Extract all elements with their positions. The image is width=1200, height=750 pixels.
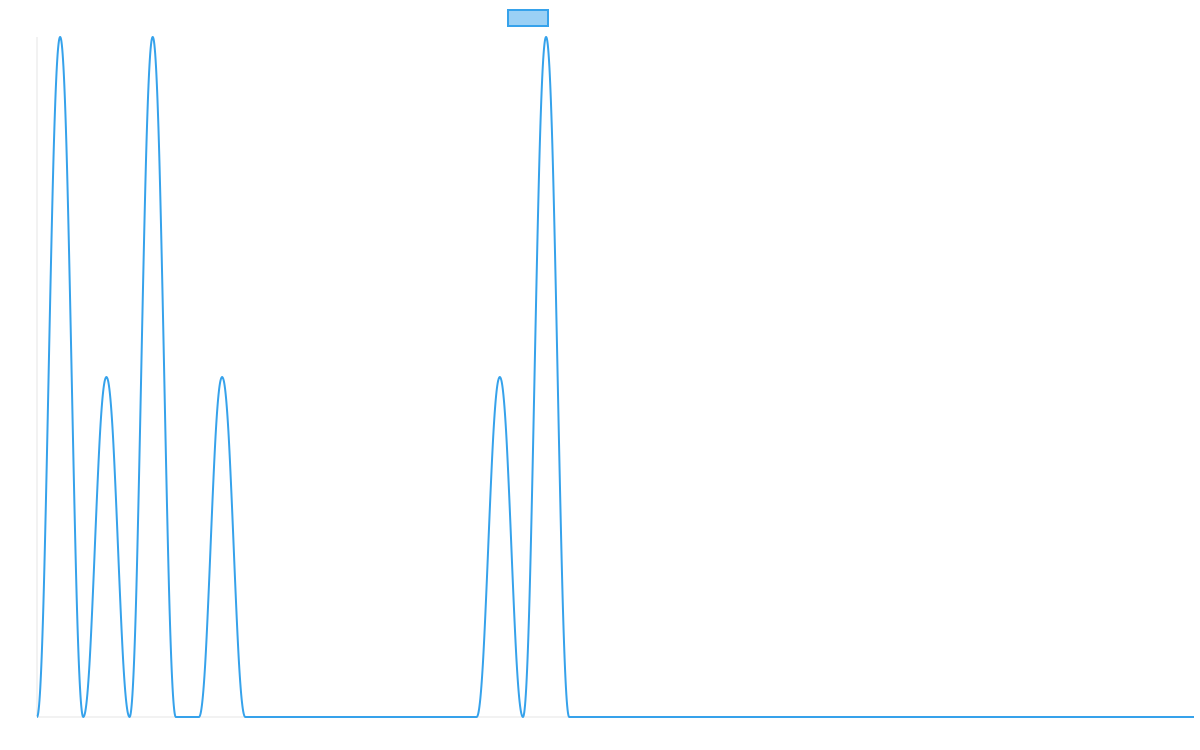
legend-swatch[interactable] [507,9,549,27]
axes-layer [36,37,1194,718]
series-layer [36,36,1194,718]
series-line [36,36,1194,718]
legend[interactable] [507,9,549,27]
